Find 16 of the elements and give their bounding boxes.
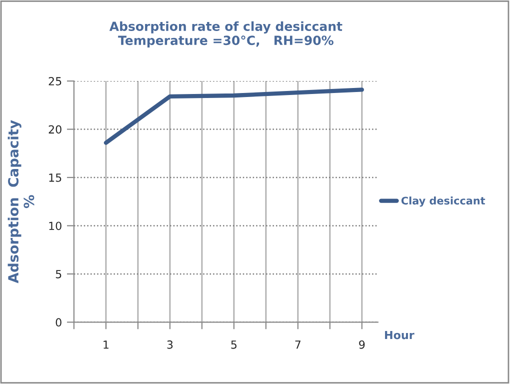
- y-tick-label: 10: [49, 222, 62, 230]
- x-tick-label: 5: [231, 340, 236, 349]
- y-tick-label: 15: [49, 174, 62, 182]
- y-tick-label: 5: [56, 270, 62, 278]
- x-tick-label: 9: [359, 340, 365, 349]
- chart-title: Absorption rate of clay desiccant Temperature =30°C, RH=90%: [109, 21, 342, 48]
- y-tick-label: 0: [56, 318, 62, 327]
- x-tick-label: 1: [104, 340, 108, 349]
- y-tick-label: 25: [48, 77, 62, 86]
- x-axis-title: Hour: [385, 330, 414, 340]
- y-axis-title: Adsorption Capacity %: [8, 120, 34, 284]
- legend-label: Clay desiccant: [401, 196, 486, 207]
- x-tick-label: 7: [295, 340, 301, 349]
- y-tick-label: 20: [48, 125, 62, 134]
- x-tick-label: 3: [167, 340, 173, 349]
- line-series: [104, 88, 364, 145]
